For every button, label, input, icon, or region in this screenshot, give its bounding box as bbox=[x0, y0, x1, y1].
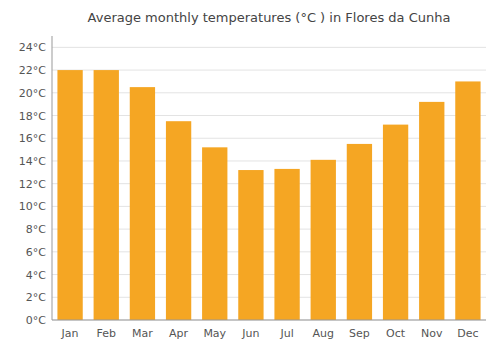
bars bbox=[57, 70, 480, 320]
bar bbox=[130, 87, 155, 320]
bar bbox=[311, 160, 336, 320]
bar bbox=[202, 147, 227, 320]
x-tick-label: Jan bbox=[61, 327, 79, 340]
x-axis-line bbox=[52, 320, 486, 321]
page: {"chart_data": {"type": "bar", "title": … bbox=[0, 0, 500, 350]
x-tick-label: Jul bbox=[279, 327, 293, 340]
y-axis-line bbox=[52, 36, 53, 320]
bar bbox=[383, 125, 408, 320]
y-tick-label: 8°C bbox=[26, 223, 46, 236]
y-tick-label: 10°C bbox=[19, 200, 46, 213]
x-tick-label: Feb bbox=[97, 327, 116, 340]
x-tick-label: May bbox=[203, 327, 226, 340]
y-tick-label: 2°C bbox=[26, 291, 46, 304]
y-tick-label: 20°C bbox=[19, 87, 46, 100]
bar bbox=[166, 121, 191, 320]
grid-line bbox=[52, 320, 486, 321]
bar bbox=[347, 144, 372, 320]
x-tick-label: Jun bbox=[241, 327, 259, 340]
y-tick-label: 14°C bbox=[19, 155, 46, 168]
chart: Average monthly temperatures (°C ) in Fl… bbox=[0, 0, 500, 350]
y-tick-labels: 0°C 2°C 4°C 6°C 8°C 10°C 12°C 14°C 16°C 18°C 20°C 2… bbox=[19, 41, 46, 327]
y-tick-label: 24°C bbox=[19, 41, 46, 54]
bar bbox=[94, 70, 119, 320]
y-tick-label: 12°C bbox=[19, 178, 46, 191]
x-tick-label: Oct bbox=[386, 327, 406, 340]
bar bbox=[274, 169, 299, 320]
y-tick-label: 0°C bbox=[26, 314, 46, 327]
y-tick-label: 6°C bbox=[26, 246, 46, 259]
y-tick-label: 4°C bbox=[26, 269, 46, 282]
bar bbox=[455, 81, 480, 320]
bar bbox=[238, 170, 263, 320]
y-grid bbox=[52, 47, 486, 320]
grid-line bbox=[52, 47, 486, 48]
x-tick-label: Nov bbox=[421, 327, 443, 340]
y-tick-label: 16°C bbox=[19, 132, 46, 145]
bar bbox=[57, 70, 82, 320]
x-tick-label: Sep bbox=[349, 327, 370, 340]
x-tick-label: Aug bbox=[313, 327, 334, 340]
title: Average monthly temperatures (°C ) in Fl… bbox=[88, 10, 451, 25]
x-tick-label: Dec bbox=[457, 327, 478, 340]
y-tick-label: 22°C bbox=[19, 64, 46, 77]
bar bbox=[419, 102, 444, 320]
x-tick-label: Mar bbox=[132, 327, 153, 340]
y-tick-label: 18°C bbox=[19, 110, 46, 123]
x-tick-label: Apr bbox=[169, 327, 189, 340]
x-tick-labels: Jan Feb Mar Apr May Jun Jul Aug Sep Oct Nov Dec bbox=[61, 327, 479, 340]
